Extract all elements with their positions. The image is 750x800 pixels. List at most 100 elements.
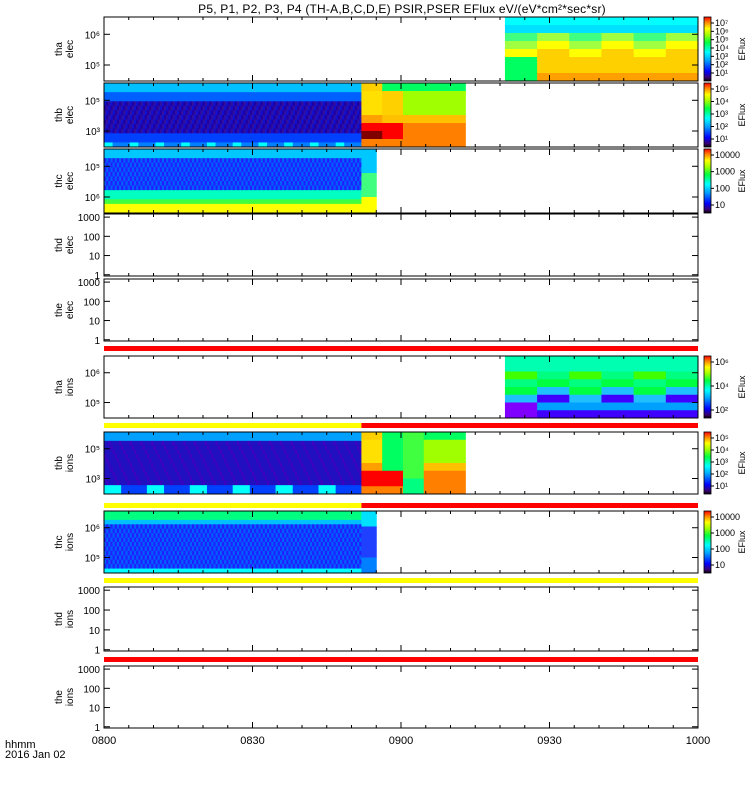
heatmap-cell [110, 153, 113, 159]
heatmap-cell [168, 87, 171, 93]
heatmap-cell [149, 83, 152, 88]
heatmap-cell [320, 199, 324, 205]
heatmap-cell [294, 440, 298, 446]
heatmap-cell [234, 133, 238, 139]
heatmap-cell [262, 96, 266, 102]
heatmap-cell [151, 101, 154, 107]
heatmap-cell [335, 133, 339, 139]
heatmap-cell [249, 101, 253, 107]
heatmap-cell [202, 83, 206, 88]
heatmap-cell [320, 480, 324, 486]
heatmap-cell [136, 158, 139, 164]
heatmap-cell [290, 167, 294, 173]
heatmap-cell [312, 436, 315, 442]
heatmap-cell [151, 185, 154, 191]
heatmap-cell [129, 128, 133, 134]
heatmap-cell [273, 436, 276, 442]
heatmap-cell [146, 158, 150, 164]
heatmap-cell [108, 115, 111, 120]
heatmap-cell [125, 149, 128, 154]
heatmap-cell [134, 92, 137, 98]
heatmap-cell [277, 153, 281, 159]
heatmap-cell [284, 208, 287, 214]
heatmap-cell [260, 471, 264, 477]
heatmap-cell [176, 128, 180, 134]
heatmap-cell [239, 83, 242, 88]
heatmap-cell [294, 194, 298, 200]
heatmap-cell [241, 133, 244, 139]
heatmap-cell [331, 203, 334, 209]
heatmap-cell [112, 149, 116, 154]
heatmap-cell [116, 181, 120, 186]
heatmap-cell [123, 436, 126, 442]
heatmap-cell [142, 458, 146, 464]
heatmap-cell [146, 208, 150, 214]
heatmap-cell [312, 124, 315, 130]
heatmap-cell [211, 181, 214, 186]
heatmap-cell [258, 436, 261, 442]
heatmap-cell [119, 476, 122, 482]
heatmap-cell [221, 436, 225, 442]
heatmap-cell [224, 440, 227, 446]
heatmap-cell [127, 471, 131, 477]
heatmap-cell [239, 142, 242, 148]
heatmap-cell [215, 92, 219, 98]
heatmap-cell [327, 158, 330, 164]
heatmap-cell [322, 432, 326, 437]
heatmap-cell [324, 176, 328, 182]
heatmap-cell [569, 410, 602, 419]
heatmap-cell [161, 449, 165, 455]
heatmap-cell [183, 485, 186, 490]
heatmap-cell [121, 454, 124, 459]
heatmap-cell [153, 149, 156, 154]
heatmap-cell [149, 96, 152, 102]
heatmap-cell [176, 467, 180, 473]
heatmap-cell [110, 449, 113, 455]
heatmap-cell [138, 440, 141, 446]
heatmap-cell [267, 485, 270, 490]
heatmap-cell [236, 149, 240, 154]
heatmap-cell [204, 158, 208, 164]
heatmap-cell [159, 101, 163, 107]
heatmap-cell [179, 181, 182, 186]
heatmap-cell [104, 105, 107, 111]
heatmap-cell [181, 199, 184, 205]
heatmap-cell [241, 142, 244, 148]
heatmap-cell [316, 485, 319, 490]
heatmap-cell [194, 458, 197, 464]
heatmap-cell [601, 41, 635, 50]
heatmap-cell [172, 149, 176, 154]
heatmap-cell [264, 432, 268, 437]
heatmap-cell [114, 171, 118, 177]
heatmap-cell [254, 162, 257, 168]
heatmap-cell [153, 458, 156, 464]
heatmap-cell [665, 363, 699, 372]
heatmap-cell [241, 485, 244, 490]
heatmap-cell [350, 181, 354, 186]
heatmap-cell [144, 96, 148, 102]
heatmap-cell [123, 445, 126, 451]
heatmap-cell [131, 471, 135, 477]
heatmap-cell [331, 458, 334, 464]
heatmap-cell [243, 87, 246, 93]
heatmap-cell [241, 476, 244, 482]
heatmap-cell [352, 203, 356, 209]
heatmap-cell [185, 190, 189, 196]
heatmap-cell [196, 203, 199, 209]
heatmap-cell [230, 463, 234, 468]
heatmap-cell [136, 445, 139, 451]
heatmap-cell [346, 124, 349, 130]
heatmap-cell [318, 199, 322, 205]
heatmap-cell [333, 142, 337, 148]
heatmap-cell [275, 463, 279, 468]
heatmap-cell [159, 454, 163, 459]
heatmap-cell [206, 115, 210, 120]
heatmap-cell [136, 436, 139, 442]
heatmap-cell [331, 96, 334, 102]
heatmap-cell [239, 203, 242, 209]
heatmap-cell [194, 96, 197, 102]
heatmap-cell [252, 489, 255, 495]
heatmap-cell [314, 137, 317, 143]
heatmap-cell [191, 436, 195, 442]
heatmap-cell [346, 83, 349, 88]
